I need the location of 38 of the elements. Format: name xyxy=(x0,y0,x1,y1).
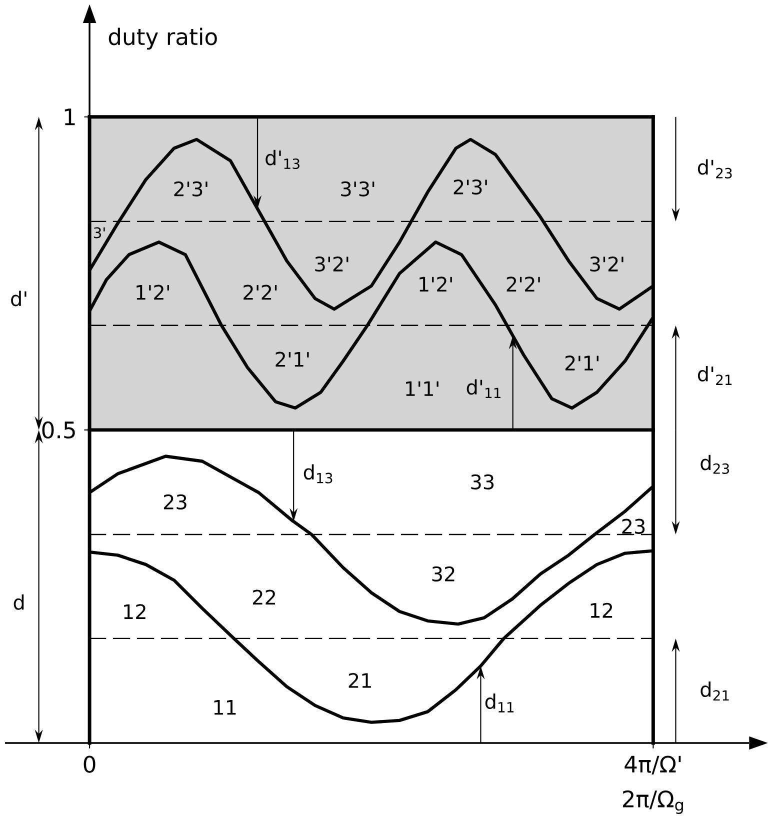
y-tick-label: 0.5 xyxy=(42,421,75,439)
annotation: d$_{21}$ xyxy=(700,682,729,701)
annotation: d$_{23}$ xyxy=(700,454,729,474)
annotation: 3'2' xyxy=(590,256,624,272)
annotation: 33 xyxy=(471,474,494,490)
annotation: 2'1' xyxy=(565,356,598,370)
annotation: 1'1' xyxy=(406,381,438,396)
annotation: 1'2' xyxy=(136,284,169,300)
annotation: 12 xyxy=(124,604,146,619)
annotation: d'$_{11}$ xyxy=(466,379,500,398)
annotation: 2'3' xyxy=(174,181,208,196)
annotation: d'$_{13}$ xyxy=(266,150,300,170)
annotation: 2'1' xyxy=(276,352,309,367)
annotation: 32 xyxy=(432,566,454,582)
annotation: d'$_{21}$ xyxy=(698,366,732,385)
annotation: d$_{13}$ xyxy=(304,464,332,484)
annotation: d$_{11}$ xyxy=(485,694,514,712)
annotation: 11 xyxy=(214,700,236,715)
x-tick-label: 4π/Ω' xyxy=(624,756,681,775)
y-axis-title: duty ratio xyxy=(108,28,217,50)
annotation: 3'2' xyxy=(315,256,348,272)
annotation: 2'2' xyxy=(506,276,540,292)
x-tick-label: 0 xyxy=(84,756,96,773)
annotation: 12 xyxy=(590,602,612,618)
annotation: 23 xyxy=(164,494,186,510)
annotation: 2'3' xyxy=(454,179,487,195)
annotation: 3'3' xyxy=(341,181,374,196)
annotation: d' xyxy=(11,290,26,306)
x-axis-title: 2π/Ω$_{g}$ xyxy=(622,790,683,814)
y-tick-label: 1 xyxy=(64,108,75,126)
annotation: d'$_{23}$ xyxy=(698,159,732,178)
annotation: 22 xyxy=(253,590,275,605)
annotation: 1'2' xyxy=(420,276,452,292)
annotation: 21 xyxy=(348,672,371,688)
annotation: d xyxy=(14,594,24,610)
annotation: 2'2' xyxy=(244,284,277,300)
annotation: 3' xyxy=(94,227,105,238)
annotation: 23 xyxy=(622,518,645,534)
